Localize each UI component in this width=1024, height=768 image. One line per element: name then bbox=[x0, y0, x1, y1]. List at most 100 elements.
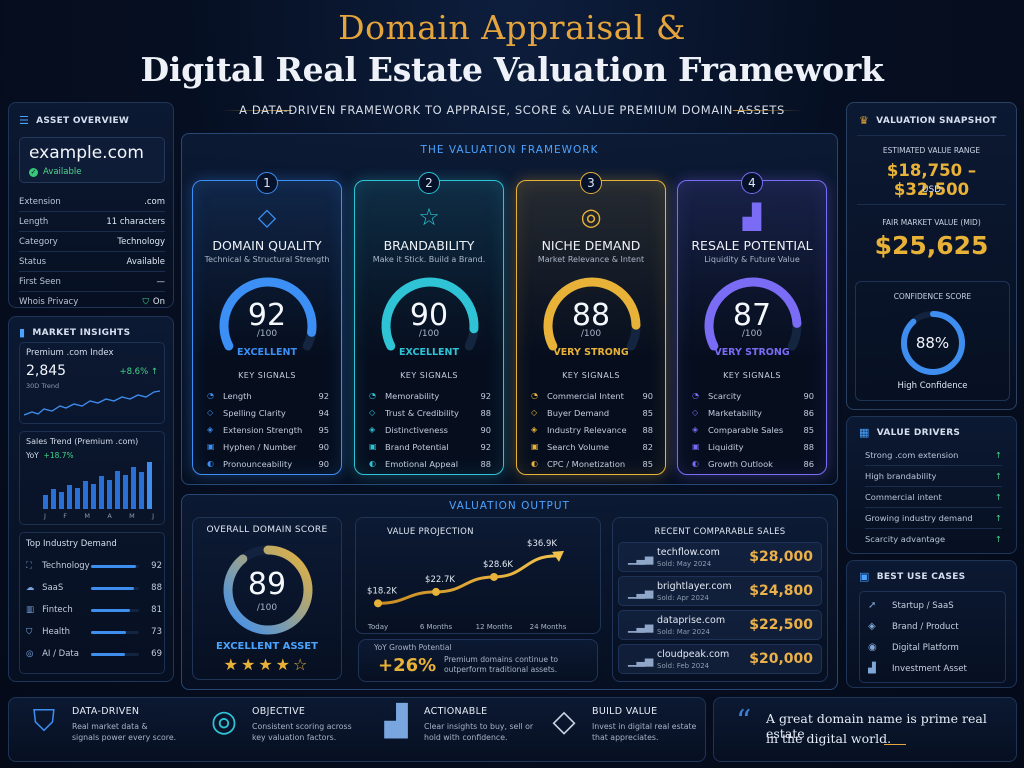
driver-row: Strong .com extension ↑ bbox=[865, 445, 1002, 465]
subtitle-divider-right bbox=[733, 110, 803, 111]
use-cases-panel: ▣ BEST USE CASES ➚ Startup / SaaS ◈ Brand /… bbox=[846, 560, 1017, 688]
signal-icon: ◈ bbox=[531, 425, 538, 434]
range-value: $18,750 – $32,500 bbox=[886, 161, 977, 199]
overview-row-value: Technology bbox=[117, 236, 165, 247]
card-subtitle: Make it Stick. Build a Brand. bbox=[372, 255, 486, 264]
signal-label: Trust & Credibility bbox=[385, 407, 459, 418]
month-tick: M bbox=[84, 512, 90, 520]
overview-row: Length 11 characters bbox=[19, 212, 165, 231]
growth-label: YoY Growth Potential bbox=[374, 643, 452, 652]
sales-bar bbox=[131, 467, 136, 509]
footer-title: ACTIONABLE bbox=[424, 706, 488, 717]
value-projection-card: VALUE PROJECTION $18.2K Today $22.7K 6 Mont… bbox=[355, 517, 601, 634]
use-cases-list: ➚ Startup / SaaS ◈ Brand / Product ◉ Digital … bbox=[859, 591, 1006, 683]
use-case-row: ◈ Brand / Product bbox=[868, 616, 997, 637]
confidence-card: CONFIDENCE SCORE 88% High Confidence bbox=[855, 281, 1010, 401]
index-change: +8.6% ↑ bbox=[119, 367, 158, 377]
signal-icon: ◔ bbox=[531, 391, 538, 400]
signal-icon: ▣ bbox=[207, 442, 215, 451]
driver-label: Growing industry demand bbox=[865, 513, 973, 523]
driver-row: High brandability ↑ bbox=[865, 466, 1002, 486]
comp-date: Sold: May 2024 bbox=[657, 560, 712, 568]
signal-row: ◇ Spelling Clarity 94 bbox=[207, 404, 329, 421]
signal-label: Scarcity bbox=[708, 390, 742, 401]
driver-row: Commercial intent ↑ bbox=[865, 487, 1002, 507]
industry-bar bbox=[91, 630, 140, 634]
use-case-label: Investment Asset bbox=[892, 663, 967, 674]
signal-value: 94 bbox=[318, 407, 329, 418]
industry-value: 81 bbox=[151, 605, 162, 615]
list-icon: ☰ bbox=[19, 114, 30, 127]
overview-row: Whois Privacy ⛉ On bbox=[19, 292, 165, 311]
sales-bar bbox=[51, 489, 56, 509]
signal-icon: ◇ bbox=[692, 408, 699, 417]
sales-bar bbox=[91, 484, 96, 509]
industry-label: SaaS bbox=[42, 583, 64, 593]
signal-row: ◈ Comparable Sales 85 bbox=[692, 421, 814, 438]
target-icon: ◎ bbox=[210, 704, 238, 739]
driver-label: Commercial intent bbox=[865, 492, 942, 502]
comparable-sale-row[interactable]: ▁▃▅ dataprise.com Sold: Mar 2024 $22,500 bbox=[618, 610, 822, 640]
month-tick: J bbox=[152, 512, 154, 520]
signal-icon: ◈ bbox=[369, 425, 376, 434]
domain-name: example.com bbox=[29, 143, 144, 163]
range-currency: USD bbox=[921, 185, 942, 195]
gauge-fill bbox=[381, 277, 479, 351]
signal-row: ◔ Commercial Intent 90 bbox=[531, 387, 653, 404]
comparable-sale-row[interactable]: ▁▃▅ techflow.com Sold: May 2024 $28,000 bbox=[618, 542, 822, 572]
sales-bar-chart bbox=[43, 462, 152, 509]
sales-bar bbox=[75, 488, 80, 509]
index-value: 2,845 bbox=[26, 363, 67, 379]
projection-x-tick: Today bbox=[367, 623, 388, 631]
industry-row: ▥ Fintech 81 bbox=[26, 599, 162, 621]
comp-domain: dataprise.com bbox=[657, 615, 726, 626]
use-case-label: Brand / Product bbox=[892, 621, 959, 632]
card-denominator: /100 bbox=[741, 329, 763, 339]
driver-row: Growing industry demand ↑ bbox=[865, 508, 1002, 528]
comp-date: Sold: Mar 2024 bbox=[657, 628, 710, 636]
comparable-sale-row[interactable]: ▁▃▅ brightlayer.com Sold: Apr 2024 $24,800 bbox=[618, 576, 822, 606]
signal-row: ◔ Scarcity 90 bbox=[692, 387, 814, 404]
projection-x-tick: 24 Months bbox=[530, 623, 567, 631]
fmv-label: FAIR MARKET VALUE (MID) bbox=[882, 218, 981, 227]
signal-row: ◇ Marketability 86 bbox=[692, 404, 814, 421]
arrow-up-icon: ↑ bbox=[995, 471, 1002, 481]
star-filled-icon: ★ bbox=[240, 655, 259, 674]
overview-row: Status Available bbox=[19, 252, 165, 271]
card-denominator: /100 bbox=[256, 329, 278, 339]
use-case-row: ▟ Investment Asset bbox=[868, 658, 997, 679]
sales-bar bbox=[147, 462, 152, 509]
bar-chart-icon: ▁▃▅ bbox=[628, 620, 654, 633]
signal-value: 90 bbox=[318, 441, 329, 452]
card-number: 4 bbox=[741, 172, 763, 194]
signal-label: CPC / Monetization bbox=[547, 458, 626, 469]
subtitle-divider-left bbox=[222, 110, 292, 111]
industry-label: Fintech bbox=[42, 605, 73, 615]
title-line-2: Digital Real Estate Valuation Framework bbox=[140, 50, 884, 89]
framework-card-3: 3 ◎ NICHE DEMAND Market Relevance & Intent 8… bbox=[516, 172, 666, 475]
overall-gauge bbox=[223, 545, 313, 635]
drivers-list: Strong .com extension ↑ High brandability ↑… bbox=[865, 445, 1002, 549]
card-score: 92 bbox=[247, 298, 287, 333]
industry-value: 88 bbox=[151, 583, 162, 593]
signal-icon: ◈ bbox=[692, 425, 699, 434]
signal-label: Spelling Clarity bbox=[223, 407, 286, 418]
comparable-sale-row[interactable]: ▁▃▅ cloudpeak.com Sold: Feb 2024 $20,000 bbox=[618, 644, 822, 674]
quote-mark-icon: “ bbox=[736, 704, 752, 739]
check-circle-icon: ✓ bbox=[29, 167, 38, 177]
rocket-icon: ➚ bbox=[868, 600, 877, 611]
use-case-label: Startup / SaaS bbox=[892, 600, 954, 611]
signal-list: ◔ Commercial Intent 90 ◇ Buyer Demand 85 ◈ Indu… bbox=[531, 387, 653, 472]
signal-icon: ◐ bbox=[531, 459, 538, 468]
key-signals-label: KEY SIGNALS bbox=[562, 371, 620, 380]
overall-label: OVERALL DOMAIN SCORE bbox=[206, 525, 328, 535]
overall-score-card: OVERALL DOMAIN SCORE 89 /100 EXCELLENT A… bbox=[192, 517, 342, 680]
confidence-label: CONFIDENCE SCORE bbox=[893, 292, 972, 301]
signal-row: ▣ Search Volume 82 bbox=[531, 438, 653, 455]
projection-label: VALUE PROJECTION bbox=[387, 527, 474, 537]
signal-value: 88 bbox=[480, 458, 491, 469]
month-tick: F bbox=[63, 512, 68, 520]
signal-row: ◔ Length 92 bbox=[207, 387, 329, 404]
key-signals-label: KEY SIGNALS bbox=[723, 371, 781, 380]
valuation-snapshot-panel: ♛ VALUATION SNAPSHOT ESTIMATED VALUE RAN… bbox=[846, 102, 1017, 410]
